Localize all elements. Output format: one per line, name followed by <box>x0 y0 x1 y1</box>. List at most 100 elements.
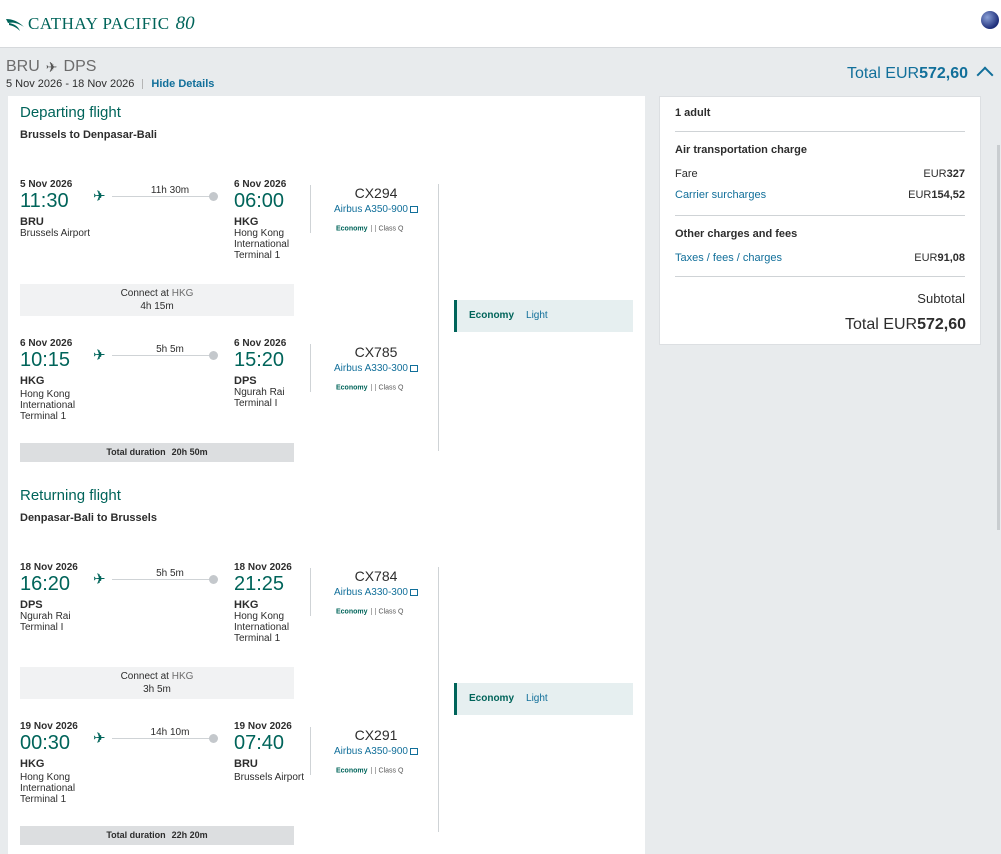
total-price-toggle[interactable]: Total EUR572,60 <box>847 65 968 83</box>
dep-code: BRU <box>20 216 44 228</box>
flight-segment: 19 Nov 2026 00:30 HKG Hong Kong Internat… <box>20 716 440 805</box>
departing-title: Departing flight <box>20 104 121 121</box>
cathay-logo[interactable]: CATHAY PACIFIC 80 <box>6 13 195 35</box>
origin-code: BRU <box>6 58 40 75</box>
divider <box>675 276 965 277</box>
arr-airport: Brussels Airport <box>234 772 305 783</box>
carrier-surcharges-link[interactable]: Carrier surcharges <box>675 189 767 201</box>
total-label: Total EUR <box>847 65 920 82</box>
taxes-link[interactable]: Taxes / fees / charges <box>675 252 782 264</box>
date-range: 5 Nov 2026 - 18 Nov 2026 <box>6 78 135 90</box>
air-charge-title: Air transportation charge <box>675 144 808 156</box>
connect-time: 3h 5m <box>143 684 171 695</box>
flight-segment: 5 Nov 2026 11:30 BRU Brussels Airport ✈ … <box>20 174 440 261</box>
arr-date: 6 Nov 2026 <box>234 338 287 349</box>
aircraft-link[interactable]: Airbus A350-900 <box>326 204 426 215</box>
dep-code: HKG <box>20 758 45 770</box>
destination-code: DPS <box>63 58 97 75</box>
arr-code: HKG <box>234 599 259 611</box>
aircraft-link[interactable]: Airbus A330-300 <box>326 587 426 598</box>
departing-subtitle: Brussels to Denpasar-Bali <box>20 129 157 141</box>
route-line <box>112 196 214 197</box>
arr-date: 18 Nov 2026 <box>234 562 292 573</box>
divider <box>310 344 311 392</box>
arr-airport: Hong Kong International Terminal 1 <box>234 611 290 644</box>
taxes-row: Taxes / fees / charges EUR91,08 <box>675 252 965 264</box>
passenger-count: 1 adult <box>675 107 711 119</box>
flight-number: CX785 <box>354 344 398 360</box>
arr-code: DPS <box>234 375 257 387</box>
scrollbar[interactable] <box>997 145 1000 530</box>
flight-number: CX294 <box>354 185 398 201</box>
surcharge-amount: EUR154,52 <box>908 189 965 201</box>
divider <box>310 727 311 775</box>
cabin-class: Economy Class Q <box>336 767 404 775</box>
dep-airport: Hong Kong International Terminal 1 <box>20 389 76 422</box>
total-duration: Total duration 20h 50m <box>20 443 294 462</box>
anniversary-mark: 80 <box>175 13 195 34</box>
flight-number: CX291 <box>354 727 398 743</box>
arrival-dot <box>209 192 218 201</box>
dep-date: 6 Nov 2026 <box>20 338 73 349</box>
dep-airport: Brussels Airport <box>20 228 91 239</box>
dep-date: 18 Nov 2026 <box>20 562 78 573</box>
arr-time: 06:00 <box>234 190 285 212</box>
segment-duration: 5h 5m <box>156 344 184 355</box>
surcharge-row: Carrier surcharges EUR154,52 <box>675 189 965 201</box>
language-globe-icon[interactable] <box>981 11 999 29</box>
plane-icon: ✈ <box>45 58 58 75</box>
divider <box>438 184 439 451</box>
dep-time: 16:20 <box>20 573 71 595</box>
arrival-dot <box>209 351 218 360</box>
flight-number: CX784 <box>354 568 398 584</box>
arr-code: HKG <box>234 216 259 228</box>
grand-total: Total EUR572,60 <box>845 316 966 333</box>
segment-duration: 5h 5m <box>156 568 184 579</box>
travel-dates: 5 Nov 2026 - 18 Nov 2026 Hide Details <box>6 78 214 90</box>
segment-duration: 14h 10m <box>150 727 190 738</box>
route-summary: BRU ✈ DPS <box>6 58 96 76</box>
subtotal-label: Subtotal <box>917 291 965 306</box>
dep-airport: Ngurah Rai Terminal I <box>20 611 71 633</box>
arr-time: 15:20 <box>234 349 285 371</box>
dep-code: DPS <box>20 599 43 611</box>
divider <box>675 131 965 132</box>
cabin-class: Economy Class Q <box>336 384 404 392</box>
divider <box>310 185 311 233</box>
aircraft-link[interactable]: Airbus A350-900 <box>326 746 426 757</box>
arr-airport: Hong Kong International Terminal 1 <box>234 228 290 261</box>
fare-family-badge: Economy Light <box>454 300 633 332</box>
connection-info: Connect at HKG 3h 5m <box>20 667 294 699</box>
cabin-class: Economy Class Q <box>336 608 404 616</box>
fare-label: Fare <box>675 168 698 180</box>
dep-code: HKG <box>20 375 45 387</box>
divider <box>310 568 311 616</box>
arrival-dot <box>209 734 218 743</box>
external-link-icon <box>409 588 418 596</box>
route-line <box>112 738 214 739</box>
arr-airport: Ngurah Rai Terminal I <box>234 387 285 409</box>
fare-row: Fare EUR327 <box>675 168 965 180</box>
segment-duration: 11h 30m <box>150 185 190 196</box>
price-breakdown-panel: 1 adult Air transportation charge Fare E… <box>659 96 981 345</box>
chevron-up-icon[interactable] <box>976 66 994 84</box>
route-line <box>112 579 214 580</box>
total-amount: 572,60 <box>919 65 968 82</box>
arr-date: 6 Nov 2026 <box>234 179 287 190</box>
plane-icon: ✈ <box>93 571 106 588</box>
flight-segment: 18 Nov 2026 16:20 DPS Ngurah Rai Termina… <box>20 557 440 644</box>
external-link-icon <box>409 364 418 372</box>
arr-time: 21:25 <box>234 573 285 595</box>
plane-icon: ✈ <box>93 730 106 747</box>
hide-details-link[interactable]: Hide Details <box>151 78 215 90</box>
arr-time: 07:40 <box>234 732 285 754</box>
aircraft-link[interactable]: Airbus A330-300 <box>326 363 426 374</box>
brand-name: CATHAY PACIFIC <box>28 14 170 33</box>
dep-time: 00:30 <box>20 732 71 754</box>
returning-subtitle: Denpasar-Bali to Brussels <box>20 512 157 524</box>
route-line <box>112 355 214 356</box>
taxes-amount: EUR91,08 <box>914 252 965 264</box>
fare-family-badge: Economy Light <box>454 683 633 715</box>
external-link-icon <box>409 747 418 755</box>
top-header: CATHAY PACIFIC 80 <box>0 0 1001 48</box>
